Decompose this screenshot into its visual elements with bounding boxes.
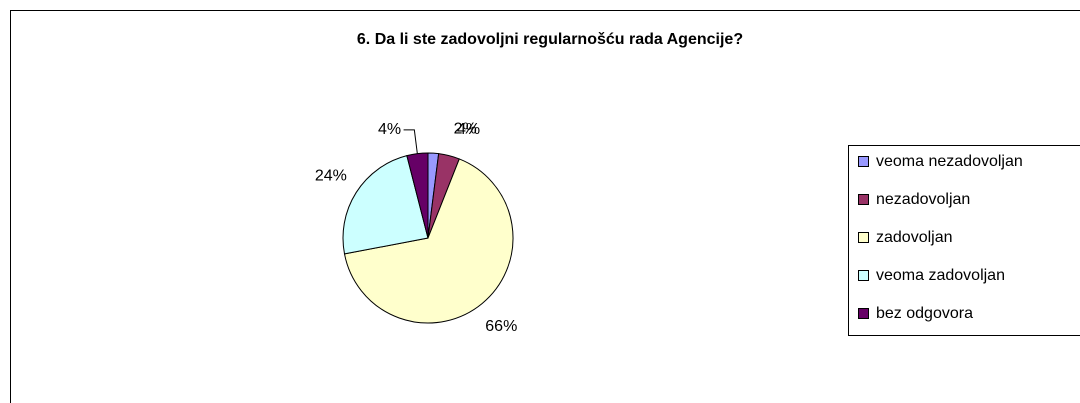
- pie-slice: [342, 155, 429, 255]
- legend-label: veoma zadovoljan: [876, 267, 1005, 284]
- legend-swatch: [858, 270, 869, 281]
- legend-label: veoma nezadovoljan: [876, 153, 1023, 170]
- legend-label: zadovoljan: [876, 229, 953, 246]
- data-label: 4%: [378, 121, 401, 138]
- legend-label: nezadovoljan: [876, 191, 970, 208]
- legend-swatch: [858, 232, 869, 243]
- data-label: 24%: [315, 168, 347, 185]
- legend-swatch: [858, 156, 869, 167]
- data-label: 2%: [454, 120, 477, 137]
- pie-slice: [343, 158, 514, 324]
- chart-title: 6. Da li ste zadovoljni regularnošću rad…: [357, 31, 743, 48]
- data-label: 66%: [485, 318, 517, 335]
- legend-swatch: [858, 194, 869, 205]
- legend-box: [848, 145, 1080, 336]
- legend-swatch: [858, 308, 869, 319]
- legend-label: bez odgovora: [876, 305, 973, 322]
- leader-line: [403, 129, 418, 154]
- data-label: 4%: [457, 121, 480, 138]
